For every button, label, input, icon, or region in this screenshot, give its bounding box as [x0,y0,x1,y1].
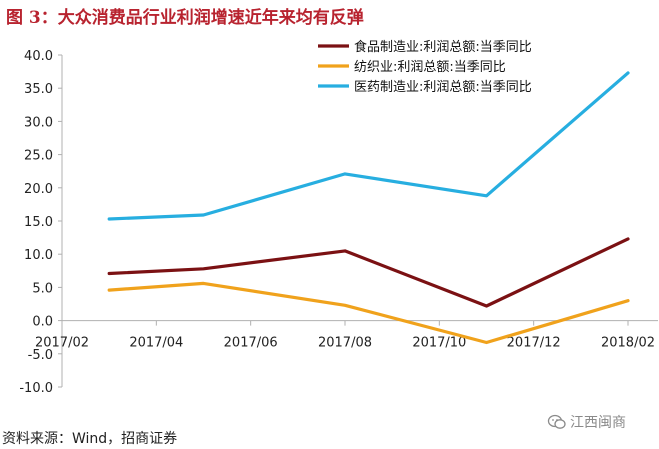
y-tick-label: 20.0 [24,182,53,197]
x-tick-label: 2017/10 [412,336,466,351]
x-tick-label: 2018/02 [601,336,655,351]
x-tick-label: 2017/12 [507,336,561,351]
series-line-1 [107,237,630,308]
legend-label-2: 纺织业:利润总额:当季同比 [354,60,506,75]
y-tick-label: 10.0 [24,248,53,263]
y-tick-label: 40.0 [24,49,53,64]
y-tick-label: 0.0 [32,315,53,330]
wechat-icon [547,414,566,429]
y-tick-label: 30.0 [24,115,53,130]
source-note: 资料来源：Wind，招商证券 [2,431,178,447]
y-tick-label: 15.0 [24,215,53,230]
y-tick-label: 35.0 [24,82,53,97]
x-tick-label: 2017/08 [318,336,372,351]
series-line-3 [107,71,630,221]
chart-title: 图 3：大众消费品行业利润增速近年来均有反弹 [6,8,364,28]
brand-watermark: 江西闽商 [547,412,626,432]
x-tick-label: 2017/02 [35,336,89,351]
y-tick-label: -10.0 [19,381,53,396]
brand-name: 江西闽商 [570,415,626,431]
series-line-2 [107,281,630,345]
y-tick-label: 25.0 [24,149,53,164]
y-tick-label: 5.0 [32,281,53,296]
y-tick-label: -5.0 [28,348,53,363]
legend-label-1: 食品制造业:利润总额:当季同比 [354,39,532,55]
x-tick-label: 2017/04 [129,336,183,351]
legend-label-3: 医药制造业:利润总额:当季同比 [354,80,532,95]
x-tick-label: 2017/06 [224,336,278,351]
